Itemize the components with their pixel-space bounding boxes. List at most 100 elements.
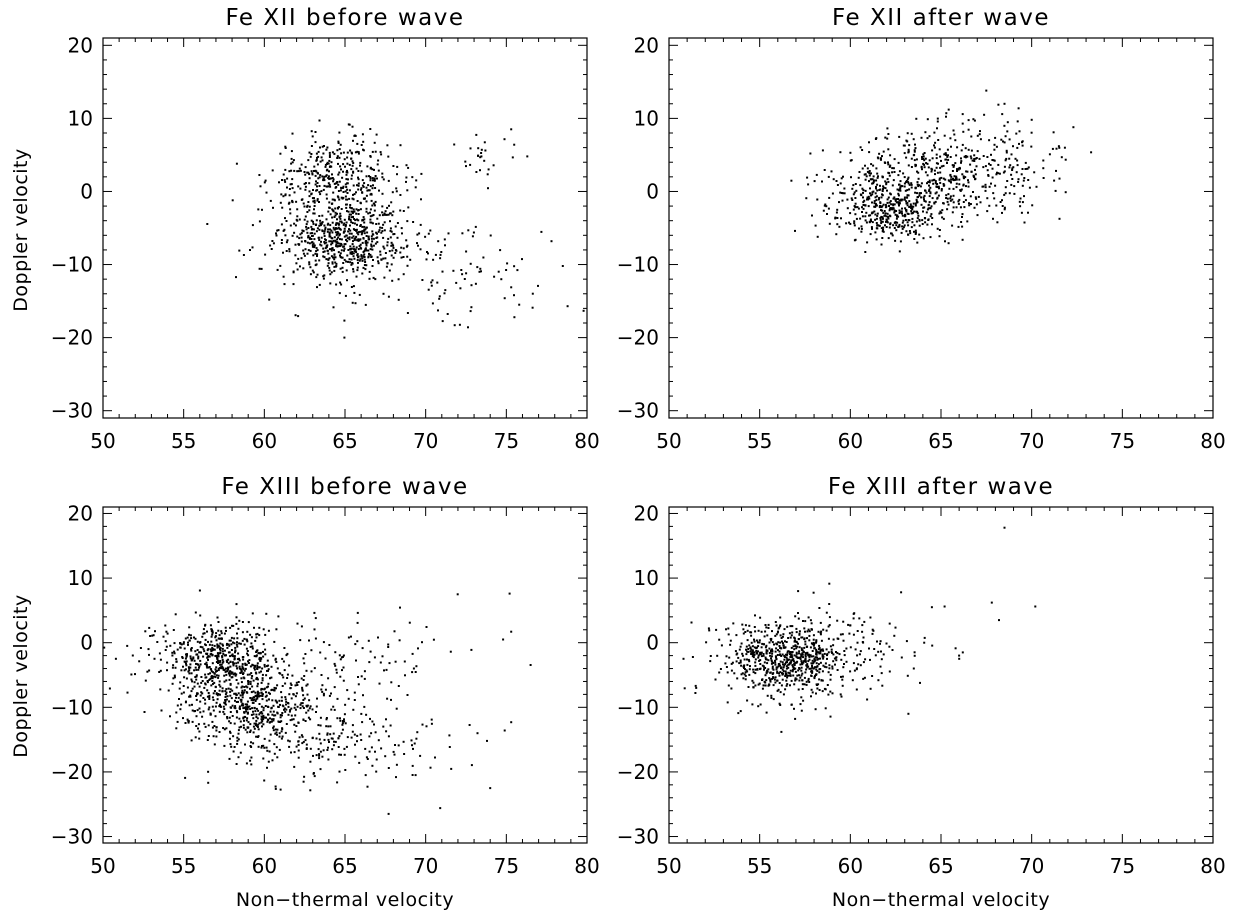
scatter-point (818, 671, 821, 674)
scatter-point (782, 693, 785, 696)
scatter-point (901, 207, 903, 210)
scatter-point (341, 723, 344, 726)
y-tick-label: 0 (646, 179, 659, 203)
scatter-point (353, 733, 356, 736)
scatter-point (757, 645, 760, 648)
scatter-point (243, 677, 246, 680)
scatter-point (236, 637, 239, 640)
scatter-point (357, 238, 360, 241)
scatter-point (807, 628, 810, 631)
scatter-point (274, 657, 277, 660)
scatter-point (861, 149, 864, 151)
scatter-point (937, 139, 940, 141)
scatter-point (814, 708, 817, 711)
scatter-point (832, 644, 835, 647)
scatter-point (745, 645, 748, 648)
scatter-point (206, 689, 209, 692)
scatter-point (336, 697, 339, 700)
scatter-point (975, 157, 978, 159)
scatter-point (779, 704, 782, 706)
scatter-point (886, 201, 889, 204)
scatter-point (938, 177, 941, 180)
scatter-point (480, 155, 483, 158)
scatter-point (984, 183, 987, 186)
scatter-point (798, 650, 801, 653)
scatter-point (784, 663, 787, 665)
scatter-point (727, 633, 730, 636)
scatter-point (114, 657, 117, 660)
scatter-point (357, 239, 360, 242)
scatter-point (946, 208, 949, 211)
scatter-point (743, 673, 746, 676)
scatter-point (336, 238, 339, 241)
scatter-point (934, 173, 936, 176)
scatter-point (229, 731, 232, 734)
scatter-point (930, 606, 933, 609)
scatter-point (531, 306, 534, 309)
panel-fe-xiii-before: Fe XIII before wave Doppler velocity Non… (10, 474, 600, 911)
x-tick-label: 55 (171, 854, 196, 878)
scatter-point (945, 154, 948, 156)
scatter-point (875, 137, 878, 140)
scatter-point (352, 268, 355, 271)
scatter-point (273, 689, 275, 692)
scatter-point (228, 644, 231, 647)
scatter-point (876, 176, 879, 179)
scatter-point (318, 201, 320, 203)
scatter-point (271, 759, 274, 762)
scatter-point (233, 642, 236, 645)
scatter-point (237, 738, 240, 741)
scatter-point (869, 616, 872, 619)
scatter-point (778, 672, 780, 675)
scatter-point (826, 684, 829, 686)
scatter-point (268, 750, 271, 753)
scatter-point (882, 653, 885, 656)
scatter-point (222, 705, 225, 708)
scatter-point (412, 221, 415, 223)
scatter-point (882, 188, 884, 191)
scatter-point (171, 682, 174, 685)
scatter-point (216, 658, 219, 661)
scatter-point (958, 178, 961, 181)
scatter-point (949, 137, 952, 140)
scatter-point (908, 183, 911, 186)
scatter-point (997, 163, 1000, 166)
scatter-point (797, 638, 800, 640)
scatter-point (765, 626, 768, 629)
scatter-point (216, 616, 219, 619)
scatter-point (261, 679, 264, 682)
scatter-point (836, 619, 839, 622)
scatter-point (923, 163, 926, 166)
scatter-point (1014, 157, 1017, 160)
scatter-point (247, 680, 250, 683)
scatter-point (171, 654, 174, 657)
scatter-point (340, 196, 343, 199)
scatter-point (418, 232, 421, 235)
scatter-point (265, 699, 268, 702)
scatter-point (369, 215, 372, 218)
scatter-point (778, 626, 781, 629)
scatter-point (774, 634, 777, 637)
scatter-point (331, 262, 334, 265)
scatter-point (308, 261, 311, 264)
scatter-point (335, 265, 338, 267)
scatter-point (994, 136, 997, 139)
y-tick-label: −30 (51, 825, 93, 849)
scatter-point (880, 227, 883, 230)
scatter-point (306, 252, 309, 255)
scatter-point (841, 199, 844, 202)
scatter-point (780, 730, 783, 733)
scatter-point (339, 233, 341, 236)
scatter-point (915, 220, 918, 223)
scatter-point (227, 666, 230, 669)
scatter-point (240, 691, 243, 694)
scatter-point (768, 677, 771, 680)
scatter-point (917, 171, 920, 174)
scatter-point (419, 248, 422, 251)
scatter-point (308, 173, 311, 176)
scatter-point (791, 625, 794, 628)
scatter-point (842, 620, 845, 623)
scatter-point (893, 158, 896, 161)
scatter-point (139, 647, 142, 649)
